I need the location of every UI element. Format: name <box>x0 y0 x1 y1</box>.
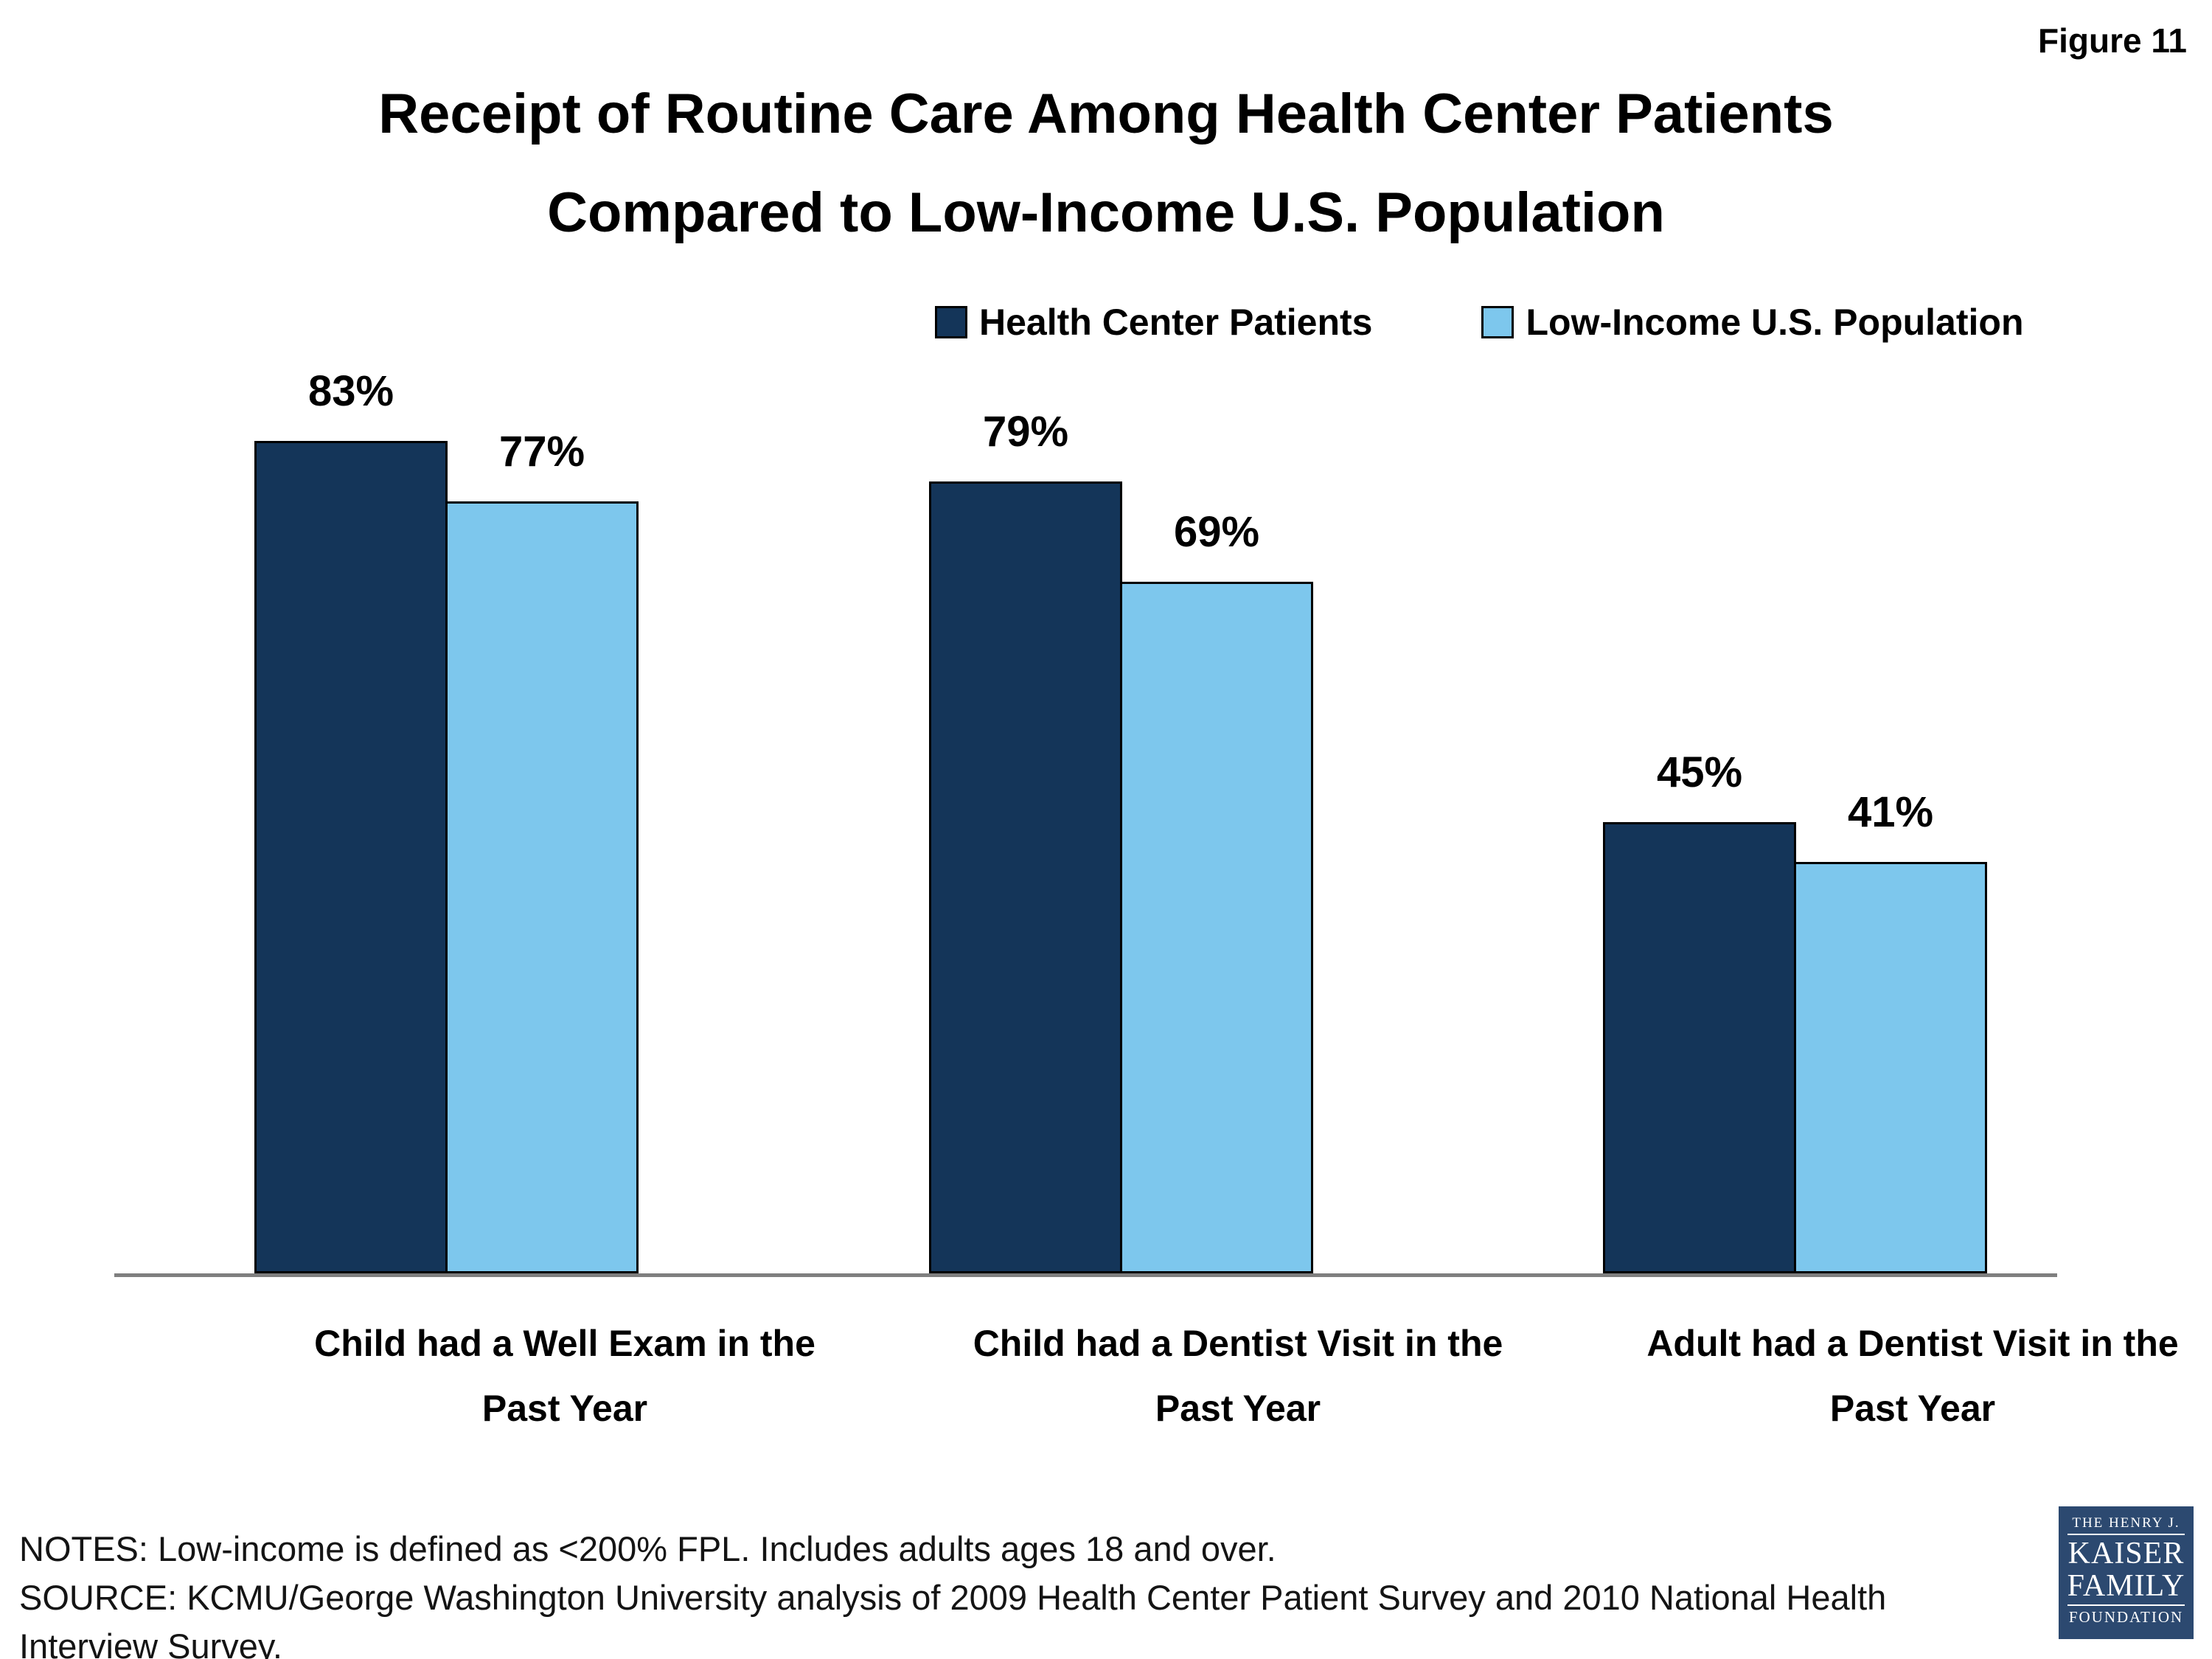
category-label: Child had a Well Exam in the Past Year <box>314 1323 815 1429</box>
category-label: Child had a Dentist Visit in the Past Yea… <box>973 1323 1503 1429</box>
notes-source-block: NOTES: Low-income is defined as <200% FP… <box>19 1525 1886 1659</box>
bar-group: 45% 41% <box>1603 271 1987 1273</box>
bar-health-center <box>1603 822 1796 1273</box>
bar-low-income <box>1794 862 1987 1273</box>
chart-title: Receipt of Routine Care Among Health Cen… <box>0 65 2212 262</box>
logo-text-the-henry-j: THE HENRY J. <box>2072 1515 2180 1531</box>
bar-value-label: 41% <box>1847 788 1934 836</box>
notes-line: NOTES: Low-income is defined as <200% FP… <box>19 1529 1276 1568</box>
plot-area: 83% 77% 79% 69% 45% 41% <box>114 271 2057 1277</box>
bar-health-center <box>254 441 448 1273</box>
bar-group: 79% 69% <box>929 271 1313 1273</box>
bar-value-label: 69% <box>1173 508 1260 556</box>
legend-swatch-low-income <box>1481 306 1514 338</box>
x-axis-category-labels: Child had a Well Exam in the Past Year Chi… <box>114 1311 2179 1473</box>
logo-text-family: FAMILY <box>2067 1569 2185 1603</box>
bar-column: 83% <box>254 271 448 1273</box>
bar-low-income <box>445 501 639 1273</box>
bar-column: 77% <box>445 271 639 1273</box>
bar-column: 45% <box>1603 271 1796 1273</box>
chart-title-line1: Receipt of Routine Care Among Health Cen… <box>378 83 1834 145</box>
bar-value-label: 79% <box>982 408 1069 456</box>
kaiser-family-foundation-logo: THE HENRY J. KAISER FAMILY FOUNDATION <box>2059 1506 2194 1639</box>
bar-column: 79% <box>929 271 1122 1273</box>
source-line: SOURCE: KCMU/George Washington Universit… <box>19 1578 1887 1617</box>
logo-divider <box>2067 1604 2185 1606</box>
figure-label: Figure 11 <box>2038 21 2187 60</box>
bar-column: 69% <box>1120 271 1313 1273</box>
legend-item-low-income: Low-Income U.S. Population <box>1481 301 2023 344</box>
bar-low-income <box>1120 582 1313 1273</box>
category-label: Adult had a Dentist Visit in the Past Yea… <box>1646 1323 2179 1429</box>
legend: Health Center Patients Low-Income U.S. P… <box>935 301 2023 344</box>
bar-value-label: 83% <box>307 367 394 415</box>
legend-label-health-center: Health Center Patients <box>979 302 1373 343</box>
logo-divider <box>2067 1534 2185 1535</box>
logo-text-kaiser: KAISER <box>2067 1537 2185 1571</box>
bar-health-center <box>929 481 1122 1273</box>
legend-swatch-health-center <box>935 306 967 338</box>
bar-column: 41% <box>1794 271 1987 1273</box>
bar-group: 83% 77% <box>254 271 639 1273</box>
legend-item-health-center: Health Center Patients <box>935 301 1372 344</box>
legend-label-low-income: Low-Income U.S. Population <box>1526 302 2024 343</box>
bar-value-label: 77% <box>498 428 585 476</box>
logo-text-foundation: FOUNDATION <box>2068 1608 2184 1626</box>
x-axis-line <box>114 1273 2057 1277</box>
source-line-continued: Interview Survey. <box>19 1627 282 1659</box>
bar-value-label: 45% <box>1656 748 1743 796</box>
chart-title-line2: Compared to Low-Income U.S. Population <box>547 181 1665 244</box>
